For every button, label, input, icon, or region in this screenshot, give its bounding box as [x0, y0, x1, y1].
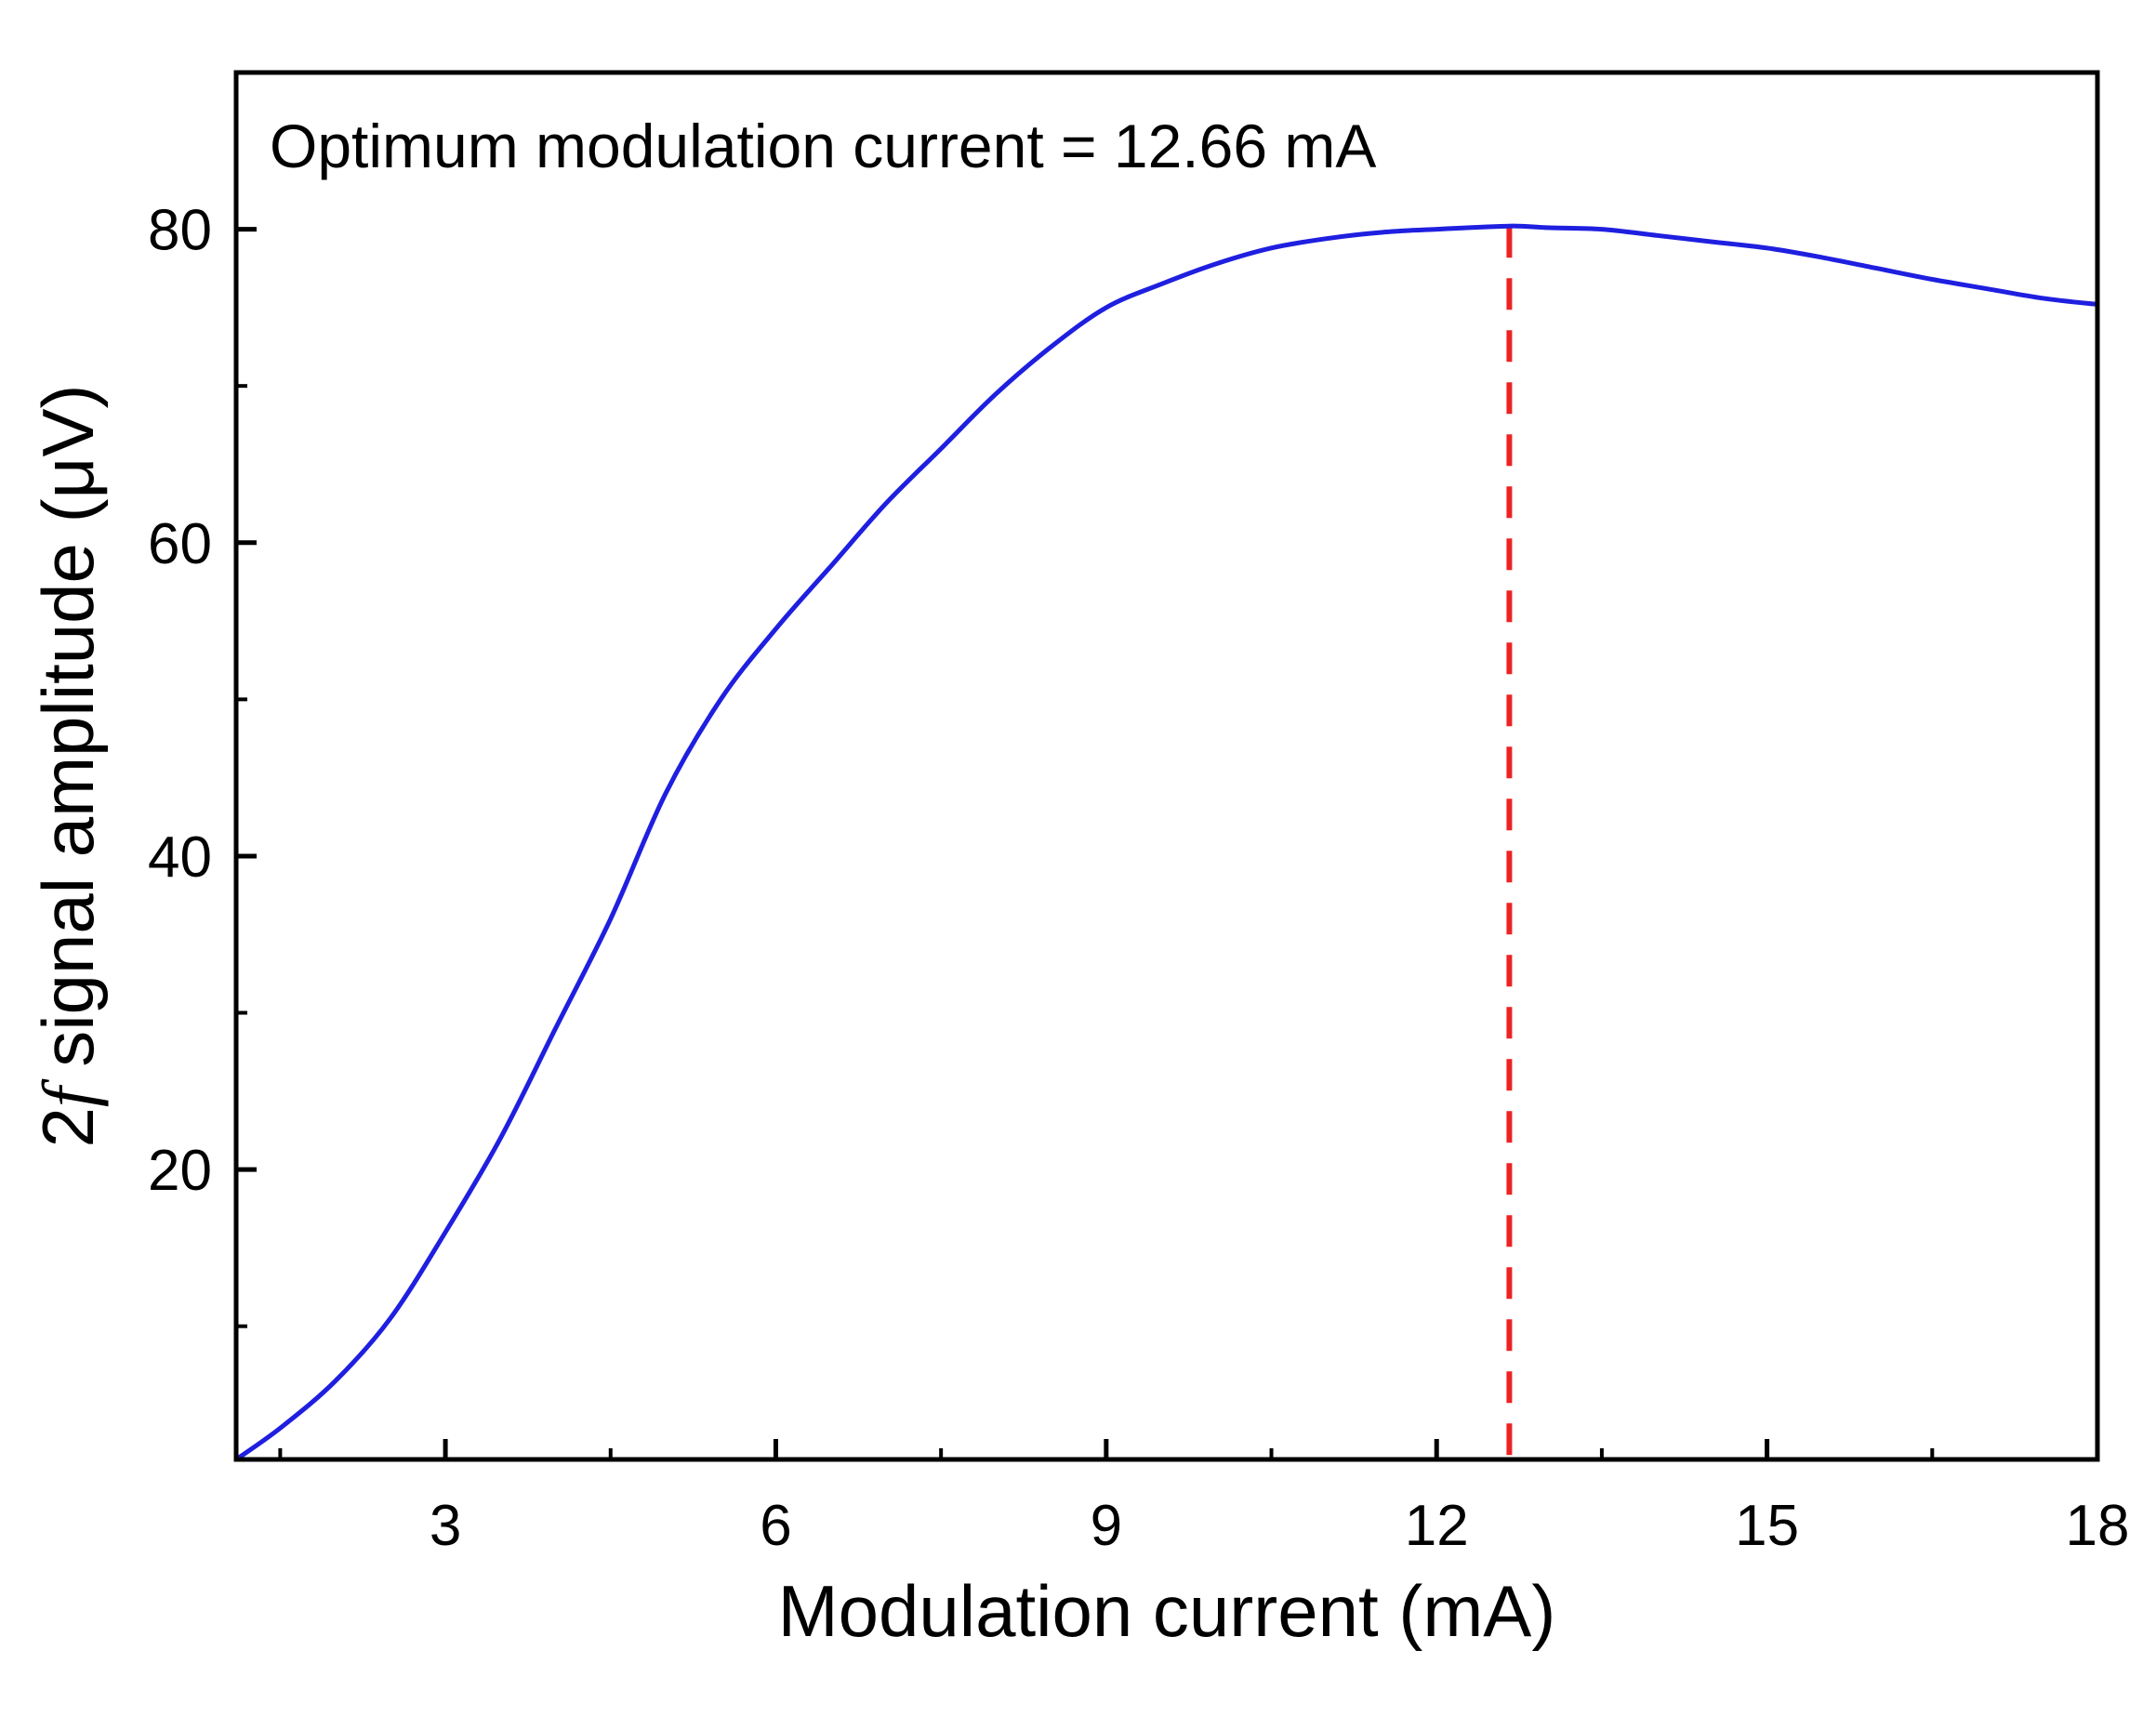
y-axis-title-prefix: 2	[27, 1107, 109, 1147]
y-tick-label: 20	[148, 1139, 212, 1203]
y-tick-label: 40	[148, 825, 212, 890]
x-axis-title: Modulation current (mA)	[778, 1570, 1556, 1652]
optimum-annotation: Optimum modulation current = 12.66 mA	[270, 112, 1376, 180]
y-tick-label: 60	[148, 512, 212, 576]
x-tick-label: 3	[430, 1494, 461, 1558]
tick-labels-layer: 3 6 9 12 15 18 20 40 60 80	[148, 199, 2129, 1558]
x-tick-label: 18	[2066, 1494, 2130, 1558]
y-axis-title-suffix: signal amplitude (μV)	[27, 385, 109, 1088]
y-axis-title: 2f signal amplitude (μV)	[27, 385, 109, 1148]
x-tick-label: 12	[1405, 1494, 1469, 1558]
series-line-2f-signal	[233, 223, 2100, 1462]
x-tick-label: 9	[1091, 1494, 1122, 1558]
x-tick-label: 6	[760, 1494, 791, 1558]
ticks-layer	[236, 227, 2100, 1459]
y-tick-label: 80	[148, 199, 212, 263]
x-tick-label: 15	[1735, 1494, 1799, 1558]
plot-frame	[233, 70, 2100, 1462]
